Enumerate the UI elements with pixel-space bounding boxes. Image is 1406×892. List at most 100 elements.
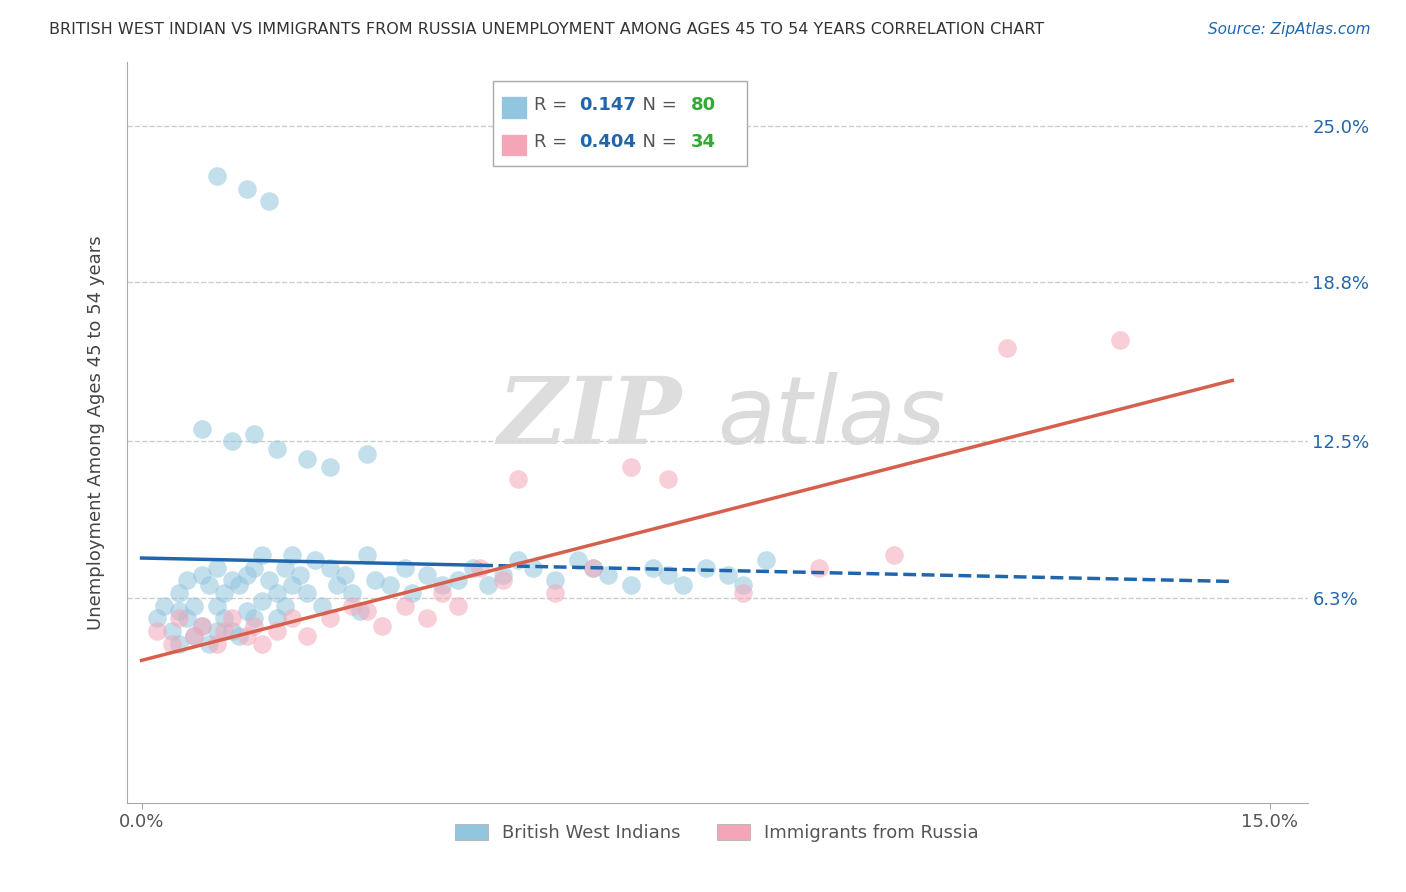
Point [250, 637, 273, 651]
Text: atlas: atlas [717, 372, 945, 463]
Point [717, 568, 740, 582]
Text: R =: R = [534, 134, 574, 152]
Text: R =: R = [534, 96, 574, 114]
Point [416, 568, 439, 582]
Text: Source: ZipAtlas.com: Source: ZipAtlas.com [1208, 22, 1371, 37]
Point [228, 629, 250, 643]
Point [295, 586, 318, 600]
Point [191, 422, 214, 436]
Point [477, 578, 499, 592]
Point [183, 629, 205, 643]
Point [243, 426, 266, 441]
Text: 0.404: 0.404 [579, 134, 636, 152]
Point [273, 599, 295, 613]
Point [176, 611, 198, 625]
Point [695, 561, 717, 575]
Point [318, 561, 340, 575]
Point [176, 574, 198, 588]
Text: 0.147: 0.147 [579, 96, 636, 114]
FancyBboxPatch shape [492, 81, 747, 166]
Point [266, 442, 288, 456]
Point [304, 553, 326, 567]
Point [228, 578, 250, 592]
Point [318, 459, 340, 474]
Point [1108, 334, 1130, 348]
Point [544, 574, 567, 588]
Point [378, 578, 401, 592]
Text: 80: 80 [692, 96, 716, 114]
Point [733, 578, 755, 592]
Point [145, 624, 167, 638]
Point [401, 586, 423, 600]
Point [356, 548, 378, 562]
Point [506, 472, 529, 486]
Point [221, 624, 243, 638]
Point [236, 182, 259, 196]
Point [191, 568, 214, 582]
Point [394, 561, 416, 575]
Point [236, 568, 259, 582]
Point [183, 629, 205, 643]
Point [243, 611, 266, 625]
Point [221, 611, 243, 625]
Point [643, 561, 665, 575]
Text: BRITISH WEST INDIAN VS IMMIGRANTS FROM RUSSIA UNEMPLOYMENT AMONG AGES 45 TO 54 Y: BRITISH WEST INDIAN VS IMMIGRANTS FROM R… [49, 22, 1045, 37]
Point [198, 637, 221, 651]
Point [205, 637, 228, 651]
Point [492, 568, 515, 582]
Point [326, 578, 349, 592]
Point [191, 619, 214, 633]
Point [160, 637, 183, 651]
Point [596, 568, 619, 582]
Point [160, 624, 183, 638]
Point [205, 561, 228, 575]
Point [205, 169, 228, 183]
Point [167, 611, 190, 625]
Point [416, 611, 439, 625]
Point [619, 459, 641, 474]
Point [544, 586, 567, 600]
Text: N =: N = [631, 134, 682, 152]
Point [198, 578, 221, 592]
Text: 34: 34 [692, 134, 716, 152]
Point [356, 447, 378, 461]
Point [214, 586, 236, 600]
Point [153, 599, 176, 613]
Point [243, 561, 266, 575]
Point [259, 574, 281, 588]
Point [259, 194, 281, 209]
Point [432, 578, 454, 592]
FancyBboxPatch shape [501, 134, 527, 156]
Point [995, 341, 1018, 355]
Point [281, 611, 304, 625]
Point [250, 593, 273, 607]
Point [446, 574, 468, 588]
Text: ZIP: ZIP [498, 373, 682, 463]
Point [266, 624, 288, 638]
Point [295, 452, 318, 467]
Point [342, 599, 364, 613]
Point [371, 619, 394, 633]
Point [733, 586, 755, 600]
Point [461, 561, 484, 575]
Point [205, 624, 228, 638]
Point [318, 611, 340, 625]
Text: N =: N = [631, 96, 682, 114]
Point [243, 619, 266, 633]
Legend: British West Indians, Immigrants from Russia: British West Indians, Immigrants from Ru… [449, 816, 986, 849]
Y-axis label: Unemployment Among Ages 45 to 54 years: Unemployment Among Ages 45 to 54 years [87, 235, 105, 630]
Point [522, 561, 544, 575]
Point [214, 611, 236, 625]
Point [657, 568, 679, 582]
Point [506, 553, 529, 567]
Point [883, 548, 905, 562]
Point [236, 604, 259, 618]
Point [394, 599, 416, 613]
Point [295, 629, 318, 643]
Point [468, 561, 491, 575]
Point [672, 578, 695, 592]
Point [236, 629, 259, 643]
Point [333, 568, 356, 582]
FancyBboxPatch shape [501, 96, 527, 119]
Point [755, 553, 778, 567]
